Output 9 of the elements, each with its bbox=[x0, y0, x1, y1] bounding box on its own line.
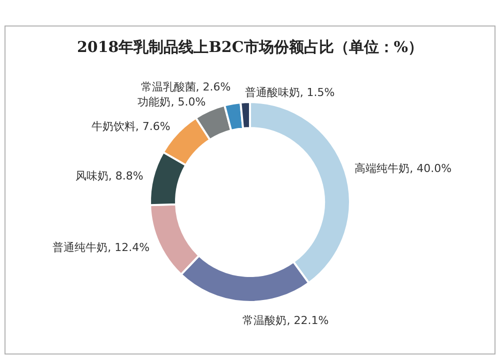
slice-label: 普通酸味奶, 1.5% bbox=[244, 86, 335, 100]
slice-label: 高端纯牛奶, 40.0% bbox=[354, 162, 452, 176]
slice-label: 风味奶, 8.8% bbox=[75, 169, 144, 182]
slice-label: 常温酸奶, 22.1% bbox=[242, 314, 329, 327]
slice-label: 牛奶饮料, 7.6% bbox=[91, 120, 170, 134]
slice-label: 常温乳酸菌, 2.6% bbox=[140, 80, 231, 94]
chart-title: 2018年乳制品线上B2C市场份额占比（单位：%） bbox=[76, 38, 424, 56]
slice-label: 功能奶, 5.0% bbox=[138, 95, 206, 108]
slice-label: 普通纯牛奶, 12.4% bbox=[52, 240, 150, 254]
